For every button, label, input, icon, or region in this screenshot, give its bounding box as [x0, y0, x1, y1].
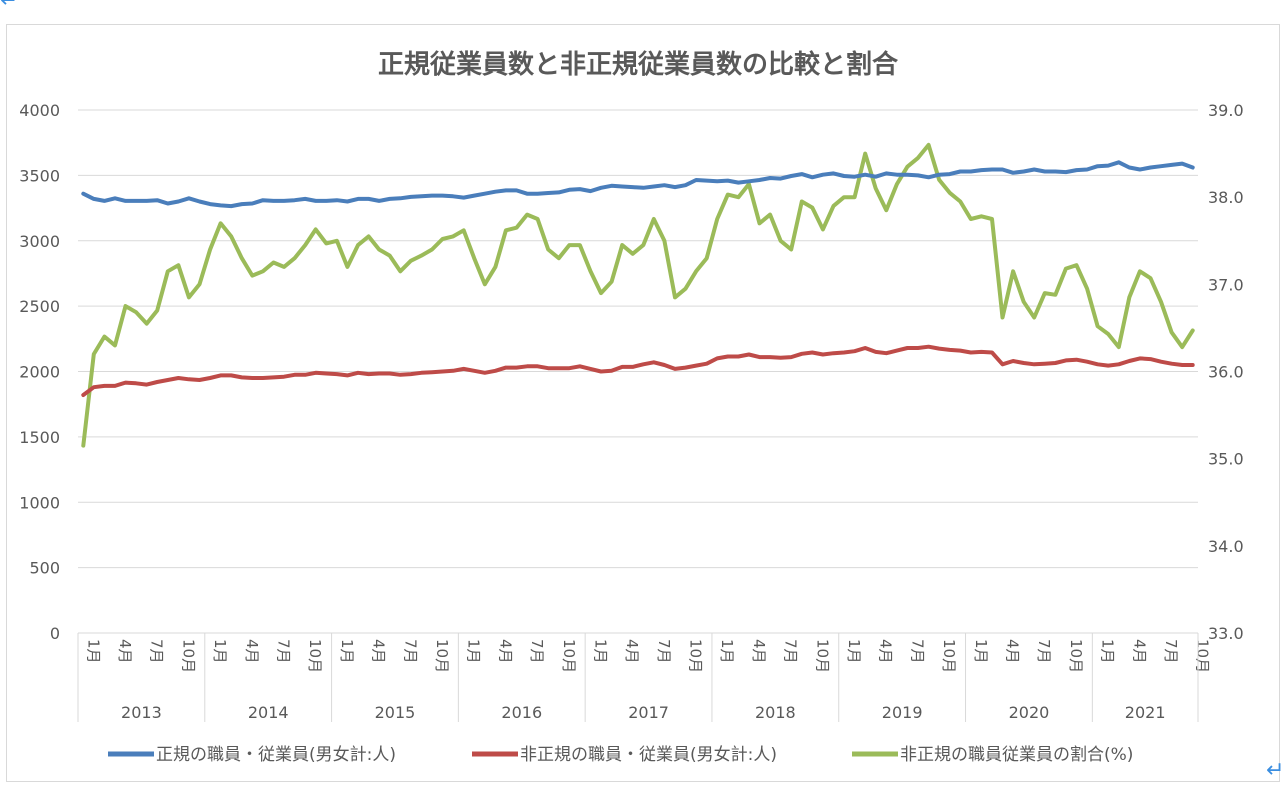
- x-year-label: 2016: [501, 703, 542, 722]
- x-month-label: 10月: [560, 639, 578, 673]
- series-layer: [81, 142, 1195, 448]
- x-month-label: 1月: [465, 639, 483, 664]
- y-right-tick-label: 33.0: [1208, 624, 1244, 643]
- y-left-tick-label: 3500: [19, 166, 60, 185]
- x-month-label: 10月: [179, 639, 197, 673]
- left-axis: 0 500 1000 1500 2000 2500 3000 3500 4000: [19, 101, 60, 643]
- x-month-label: 10月: [1067, 639, 1085, 673]
- y-right-tick-label: 39.0: [1208, 101, 1244, 120]
- x-year-label: 2014: [248, 703, 289, 722]
- x-month-label: 7月: [1035, 639, 1053, 664]
- chart-title: 正規従業員数と非正規従業員数の比較と割合: [378, 49, 899, 80]
- x-month-label: 10月: [940, 639, 958, 673]
- x-month-label: 1月: [84, 639, 102, 664]
- x-month-label: 7月: [528, 639, 546, 664]
- y-right-tick-label: 34.0: [1208, 537, 1244, 556]
- x-year-label: 2013: [121, 703, 162, 722]
- x-month-label: 4月: [1130, 639, 1148, 664]
- x-month-label: 7月: [401, 639, 419, 664]
- x-month-label: 4月: [116, 639, 134, 664]
- y-left-tick-label: 1000: [19, 493, 60, 512]
- legend-label: 非正規の職員・従業員(男女計:人): [520, 745, 777, 765]
- y-right-tick-label: 36.0: [1208, 363, 1244, 382]
- x-year-label: 2018: [755, 703, 796, 722]
- x-month-label: 4月: [370, 639, 388, 664]
- x-month-label: 4月: [1004, 639, 1022, 664]
- x-month-label: 1月: [591, 639, 609, 664]
- return-arrow-icon: ↵: [0, 0, 19, 13]
- x-month-label: 7月: [274, 639, 292, 664]
- y-left-tick-label: 1500: [19, 428, 60, 447]
- x-year-label: 2017: [628, 703, 669, 722]
- right-axis: 33.0 34.0 35.0 36.0 37.0 38.0 39.0: [1208, 101, 1244, 643]
- x-month-label: 1月: [718, 639, 736, 664]
- x-month-label: 10月: [306, 639, 324, 673]
- x-month-label: 1月: [972, 639, 990, 664]
- return-arrow-icon: ↵: [1266, 758, 1285, 783]
- x-month-label: 10月: [687, 639, 705, 673]
- y-right-tick-label: 35.0: [1208, 450, 1244, 469]
- x-month-label: 1月: [845, 639, 863, 664]
- x-month-label: 4月: [496, 639, 514, 664]
- x-month-label: 1月: [211, 639, 229, 664]
- x-year-label: 2021: [1125, 703, 1166, 722]
- x-month-label: 1月: [338, 639, 356, 664]
- x-year-label: 2020: [1009, 703, 1050, 722]
- x-axis: 1月 4月 7月 10月 2013 1月 4月 7月 10月 2014 1月 4月 7月 10月 2015 1…: [77, 632, 1212, 722]
- legend: 正規の職員・従業員(男女計:人) 非正規の職員・従業員(男女計:人) 非正規の職員従…: [108, 745, 1133, 765]
- x-year-label: 2019: [882, 703, 923, 722]
- legend-label: 非正規の職員従業員の割合(%): [900, 745, 1133, 765]
- x-year-label: 2015: [375, 703, 416, 722]
- x-month-label: 10月: [433, 639, 451, 673]
- y-left-tick-label: 500: [29, 559, 60, 578]
- x-month-label: 7月: [655, 639, 673, 664]
- x-month-label: 7月: [148, 639, 166, 664]
- x-month-label: 10月: [813, 639, 831, 673]
- x-month-label: 7月: [908, 639, 926, 664]
- y-left-tick-label: 4000: [19, 101, 60, 120]
- y-right-tick-label: 37.0: [1208, 275, 1244, 294]
- x-month-label: 4月: [750, 639, 768, 664]
- legend-label: 正規の職員・従業員(男女計:人): [156, 745, 396, 765]
- x-month-label: 10月: [1194, 639, 1212, 673]
- x-month-label: 7月: [1162, 639, 1180, 664]
- series-line-non-regular: [81, 344, 1195, 397]
- x-month-label: 1月: [1099, 639, 1117, 664]
- x-month-label: 4月: [877, 639, 895, 664]
- y-left-tick-label: 2500: [19, 297, 60, 316]
- y-left-tick-label: 3000: [19, 232, 60, 251]
- y-right-tick-label: 38.0: [1208, 188, 1244, 207]
- y-left-tick-label: 0: [50, 624, 60, 643]
- x-month-label: 4月: [623, 639, 641, 664]
- series-line-ratio: [81, 142, 1195, 448]
- series-line-regular: [81, 160, 1195, 209]
- chart-frame: [6, 24, 1280, 782]
- x-month-label: 7月: [782, 639, 800, 664]
- y-left-tick-label: 2000: [19, 363, 60, 382]
- x-month-label: 4月: [243, 639, 261, 664]
